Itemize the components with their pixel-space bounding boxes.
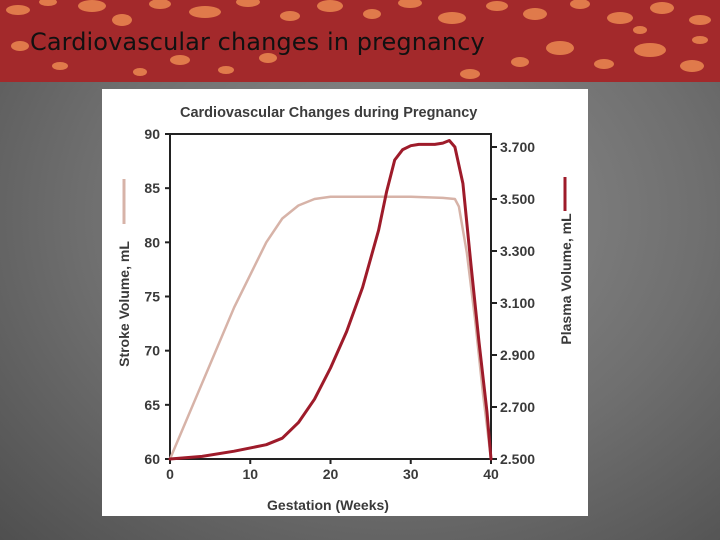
banner-spot <box>692 36 708 44</box>
banner-spot <box>280 11 300 21</box>
right-y-tick-label: 2.900 <box>500 347 535 363</box>
banner-spot <box>133 68 147 76</box>
banner-spot <box>52 62 68 70</box>
slide-title: Cardiovascular changes in pregnancy <box>30 28 485 56</box>
plasma-volume-line <box>168 139 493 461</box>
banner-spot <box>689 15 711 25</box>
left-y-axis-label: Stroke Volume, mL <box>116 241 132 367</box>
left-y-tick-label: 80 <box>144 234 160 250</box>
chart-figure: Cardiovascular Changes during Pregnancy … <box>102 89 588 516</box>
right-y-tick-label: 3.500 <box>500 191 535 207</box>
decorative-spots <box>6 0 711 79</box>
x-tick-label: 10 <box>242 466 258 482</box>
chart: Cardiovascular Changes during Pregnancy … <box>116 105 574 513</box>
banner-spot <box>570 0 590 9</box>
left-y-tick-label: 85 <box>144 180 160 196</box>
left-y-tick-label: 70 <box>144 343 160 359</box>
x-tick-label: 30 <box>403 466 419 482</box>
x-tick-label: 0 <box>166 466 174 482</box>
banner-spot <box>486 1 508 11</box>
banner-spot <box>317 0 343 12</box>
right-y-axis-label: Plasma Volume, mL <box>558 213 574 345</box>
x-tick-label: 40 <box>483 466 499 482</box>
right-y-tick-label: 2.700 <box>500 399 535 415</box>
banner-spot <box>189 6 221 18</box>
banner-spot <box>112 14 132 26</box>
banner-spot <box>398 0 422 8</box>
banner-spot <box>363 9 381 19</box>
banner-spot <box>170 55 190 65</box>
banner-spot <box>236 0 260 7</box>
banner-spot <box>78 0 106 12</box>
x-tick-label: 20 <box>323 466 339 482</box>
plot-frame <box>169 133 492 460</box>
banner-spot <box>218 66 234 74</box>
left-y-tick-label: 75 <box>144 289 160 305</box>
banner-spot <box>11 41 29 51</box>
x-axis-label: Gestation (Weeks) <box>267 497 389 513</box>
banner-spot <box>546 41 574 55</box>
banner-spot <box>149 0 171 9</box>
banner-spot <box>259 53 277 63</box>
banner-spot <box>460 69 480 79</box>
title-banner: Cardiovascular changes in pregnancy <box>0 0 720 82</box>
banner-spot <box>594 59 614 69</box>
banner-spot <box>39 0 57 6</box>
stroke-volume-line <box>168 195 493 461</box>
right-y-tick-label: 2.500 <box>500 451 535 467</box>
left-y-tick-label: 90 <box>144 126 160 142</box>
banner-spot <box>511 57 529 67</box>
banner-spot <box>650 2 674 14</box>
banner-spot <box>438 12 466 24</box>
right-y-tick-label: 3.100 <box>500 295 535 311</box>
banner-spot <box>634 43 666 57</box>
left-y-tick-label: 65 <box>144 397 160 413</box>
left-y-tick-label: 60 <box>144 451 160 467</box>
banner-spot <box>680 60 704 72</box>
right-y-tick-label: 3.700 <box>500 139 535 155</box>
right-y-tick-label: 3.300 <box>500 243 535 259</box>
banner-spot <box>633 26 647 34</box>
chart-title: Cardiovascular Changes during Pregnancy <box>180 105 477 121</box>
banner-spot <box>6 5 30 15</box>
banner-spot <box>523 8 547 20</box>
banner-spot <box>607 12 633 24</box>
